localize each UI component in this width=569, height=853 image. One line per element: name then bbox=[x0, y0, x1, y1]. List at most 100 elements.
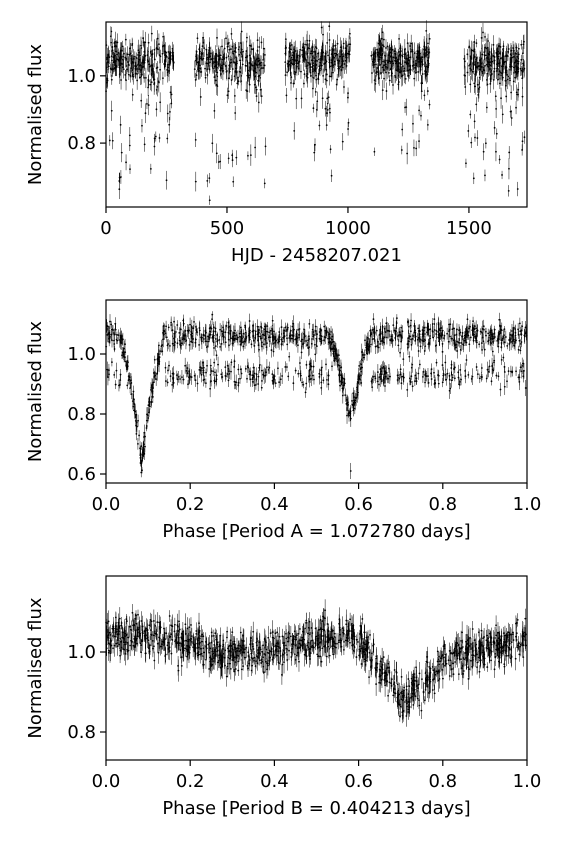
data-point bbox=[503, 378, 506, 395]
data-point bbox=[212, 366, 215, 376]
data-point bbox=[249, 144, 252, 166]
data-point bbox=[110, 74, 113, 85]
data-point bbox=[252, 42, 255, 57]
data-point bbox=[415, 54, 418, 73]
data-point bbox=[387, 654, 390, 673]
data-point bbox=[165, 51, 168, 63]
data-point bbox=[498, 155, 501, 164]
data-point bbox=[147, 79, 149, 97]
data-point bbox=[421, 48, 424, 67]
data-point bbox=[485, 327, 487, 344]
data-point bbox=[322, 68, 325, 84]
data-point bbox=[296, 50, 299, 62]
data-point bbox=[177, 659, 180, 682]
data-point bbox=[111, 132, 114, 150]
data-point bbox=[247, 363, 249, 372]
data-point bbox=[374, 339, 377, 354]
data-point bbox=[475, 97, 478, 112]
data-point bbox=[457, 337, 460, 347]
data-point bbox=[476, 369, 479, 379]
data-point bbox=[348, 28, 351, 40]
data-point bbox=[257, 92, 260, 113]
data-point bbox=[312, 103, 315, 113]
data-point bbox=[314, 340, 316, 350]
data-point bbox=[181, 370, 183, 385]
data-point bbox=[413, 57, 415, 73]
data-point bbox=[169, 85, 172, 99]
data-point bbox=[312, 68, 315, 88]
x-axis-label: HJD - 2458207.021 bbox=[231, 245, 402, 266]
data-point bbox=[313, 61, 316, 80]
data-point bbox=[195, 44, 198, 59]
data-point bbox=[144, 103, 147, 124]
data-point bbox=[484, 138, 487, 149]
data-point bbox=[428, 99, 431, 110]
data-point bbox=[467, 371, 470, 379]
data-point bbox=[278, 376, 281, 388]
data-point bbox=[382, 651, 385, 663]
data-point bbox=[493, 50, 496, 64]
data-point bbox=[295, 88, 298, 110]
data-point bbox=[405, 52, 408, 65]
data-point bbox=[263, 178, 266, 189]
data-point bbox=[349, 36, 352, 52]
data-point bbox=[433, 313, 436, 326]
data-point bbox=[401, 45, 403, 65]
data-point bbox=[371, 62, 373, 84]
data-point bbox=[290, 71, 293, 83]
data-point bbox=[248, 53, 251, 73]
data-point bbox=[520, 39, 523, 50]
data-point bbox=[381, 80, 384, 101]
data-point bbox=[422, 336, 425, 346]
data-point bbox=[509, 74, 511, 87]
data-point bbox=[158, 341, 160, 349]
data-point bbox=[202, 52, 205, 66]
data-point bbox=[225, 31, 227, 45]
data-point bbox=[426, 651, 429, 674]
data-point bbox=[297, 370, 300, 378]
data-point bbox=[469, 333, 472, 342]
data-point bbox=[503, 337, 506, 348]
data-point bbox=[399, 371, 402, 379]
data-point bbox=[245, 81, 248, 99]
data-point bbox=[465, 158, 467, 168]
data-point bbox=[166, 378, 169, 387]
data-point bbox=[204, 61, 206, 77]
data-point bbox=[239, 61, 242, 83]
data-point bbox=[507, 367, 510, 376]
data-point bbox=[240, 42, 243, 56]
data-point bbox=[469, 110, 472, 119]
data-point bbox=[269, 640, 272, 662]
data-point bbox=[524, 639, 527, 652]
x-tick-label: 0.4 bbox=[260, 771, 289, 792]
data-point bbox=[314, 346, 317, 362]
data-point bbox=[237, 665, 240, 676]
data-point bbox=[453, 361, 455, 377]
data-point bbox=[232, 176, 235, 188]
data-point bbox=[461, 325, 464, 341]
data-point bbox=[248, 76, 251, 93]
data-point bbox=[493, 121, 496, 135]
data-point bbox=[330, 326, 332, 338]
data-point bbox=[169, 370, 172, 383]
data-point bbox=[253, 62, 256, 81]
data-point bbox=[349, 462, 352, 480]
data-point bbox=[483, 628, 486, 646]
data-point bbox=[155, 41, 158, 57]
data-point bbox=[224, 324, 227, 340]
data-point bbox=[429, 323, 432, 335]
data-point bbox=[484, 32, 486, 42]
data-point bbox=[116, 331, 118, 338]
data-point bbox=[486, 662, 489, 672]
data-point bbox=[179, 337, 182, 354]
data-point bbox=[509, 105, 512, 118]
data-point bbox=[170, 642, 173, 665]
data-point bbox=[222, 53, 225, 75]
x-axis-label: Phase [Period B = 0.404213 days] bbox=[162, 798, 470, 819]
data-point bbox=[407, 671, 410, 687]
data-point bbox=[317, 68, 320, 79]
data-point bbox=[111, 51, 113, 70]
data-point bbox=[301, 46, 304, 64]
data-point bbox=[328, 56, 331, 69]
x-tick-label: 0.8 bbox=[428, 494, 457, 515]
